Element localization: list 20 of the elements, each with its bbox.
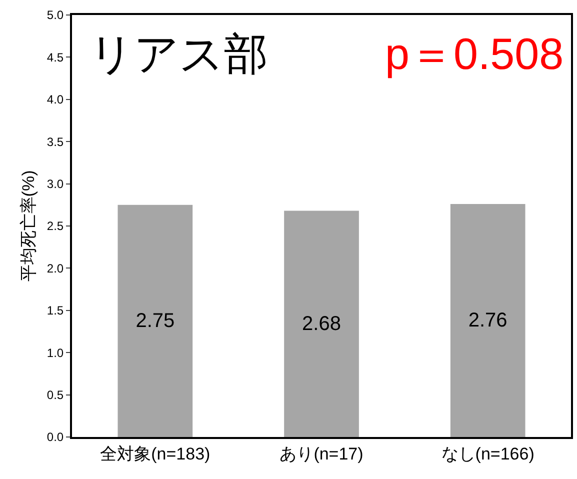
text: 1.0	[46, 346, 64, 360]
data-label: 2.68	[302, 312, 341, 335]
text: 2.5	[46, 219, 64, 234]
text: 5.0	[46, 8, 64, 22]
x-tick-label: なし(n=166)	[441, 444, 534, 464]
x-tick-label: あり(n=17)	[280, 444, 364, 464]
text: 2.0	[46, 261, 64, 276]
text: 3.5	[46, 134, 64, 149]
y-axis-title: 平均死亡率(%)	[18, 170, 38, 282]
text: 4.5	[46, 50, 64, 64]
text: 0.5	[46, 388, 64, 402]
text: 4.0	[46, 92, 64, 107]
data-label: 2.75	[136, 310, 175, 332]
text: 1.5	[46, 304, 64, 318]
annotation: p＝0.508	[385, 30, 564, 79]
data-label: 2.76	[468, 310, 508, 332]
x-tick-label: 全対象(n=183)	[100, 444, 210, 464]
text: 3.0	[46, 177, 64, 191]
text: 0.0	[46, 430, 64, 444]
chart-title: リアス部	[89, 30, 268, 79]
